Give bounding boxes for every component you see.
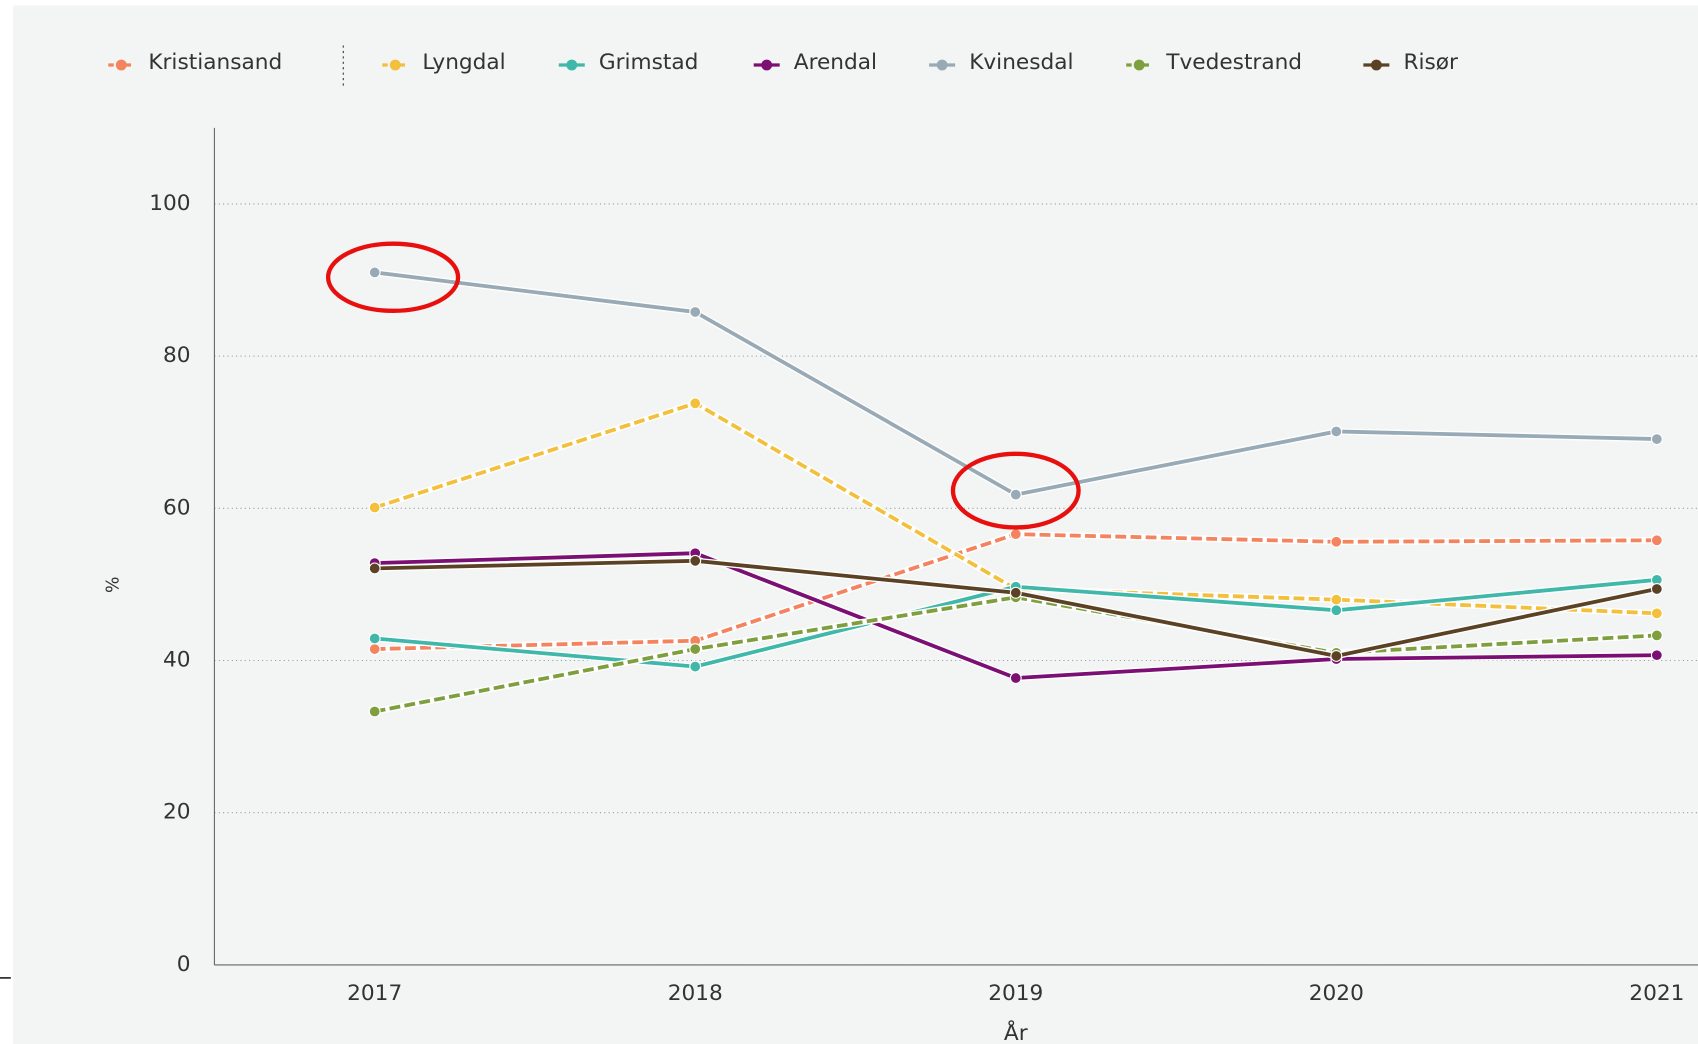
- data-point: [368, 266, 381, 279]
- legend-marker: [936, 59, 948, 71]
- data-point: [368, 562, 381, 575]
- y-tick-label: 20: [163, 800, 191, 825]
- legend-label: Arendal: [794, 50, 877, 75]
- legend-label: Kristiansand: [148, 50, 282, 75]
- legend-label: Grimstad: [599, 50, 699, 75]
- data-point: [1650, 433, 1663, 446]
- legend-label: Kvinesdal: [969, 50, 1073, 75]
- highlight-circle: [325, 241, 461, 313]
- data-point: [1009, 586, 1022, 599]
- y-tick-label: 0: [177, 952, 191, 977]
- y-tick-label: 60: [163, 495, 191, 520]
- y-tick-label: 80: [163, 343, 191, 368]
- data-point: [1650, 649, 1663, 662]
- data-point: [1650, 534, 1663, 547]
- legend-marker: [1370, 59, 1382, 71]
- data-point: [689, 397, 702, 410]
- data-point: [689, 643, 702, 656]
- plot-background: [12, 5, 1698, 1044]
- legend-marker: [115, 59, 127, 71]
- legend-label: Tvedestrand: [1165, 50, 1302, 75]
- data-point: [1650, 583, 1663, 595]
- data-point: [368, 632, 381, 645]
- y-axis-label: %: [104, 577, 124, 593]
- data-point: [689, 554, 702, 567]
- y-tick-label: 100: [149, 191, 190, 216]
- data-point: [368, 705, 381, 718]
- data-point: [1330, 604, 1343, 617]
- x-axis-label: År: [1004, 1019, 1028, 1044]
- data-point: [1009, 488, 1022, 501]
- legend-label: Lyngdal: [422, 50, 505, 75]
- legend-marker: [1133, 59, 1145, 71]
- legend-marker: [761, 59, 773, 71]
- data-point: [689, 660, 702, 673]
- highlight-circle: [950, 451, 1081, 530]
- data-point: [1009, 528, 1022, 541]
- data-point: [1330, 649, 1343, 662]
- x-tick-label: 2020: [1309, 981, 1364, 1006]
- x-tick-label: 2018: [668, 981, 723, 1006]
- x-tick-label: 2017: [347, 981, 402, 1006]
- x-tick-label: 2019: [988, 981, 1043, 1006]
- data-point: [689, 306, 702, 318]
- legend-label: Risør: [1403, 50, 1458, 75]
- data-point: [368, 643, 381, 656]
- data-point: [1009, 672, 1022, 684]
- data-point: [1650, 607, 1663, 620]
- data-point: [1330, 593, 1343, 606]
- x-tick-label: 2021: [1629, 981, 1684, 1006]
- y-tick-label: 40: [163, 648, 191, 673]
- data-point: [368, 501, 381, 514]
- legend-marker: [566, 59, 578, 71]
- data-point: [1650, 629, 1663, 642]
- data-point: [1330, 535, 1343, 548]
- series-line: [374, 595, 1657, 714]
- data-point: [1330, 425, 1343, 438]
- legend-marker: [389, 59, 401, 71]
